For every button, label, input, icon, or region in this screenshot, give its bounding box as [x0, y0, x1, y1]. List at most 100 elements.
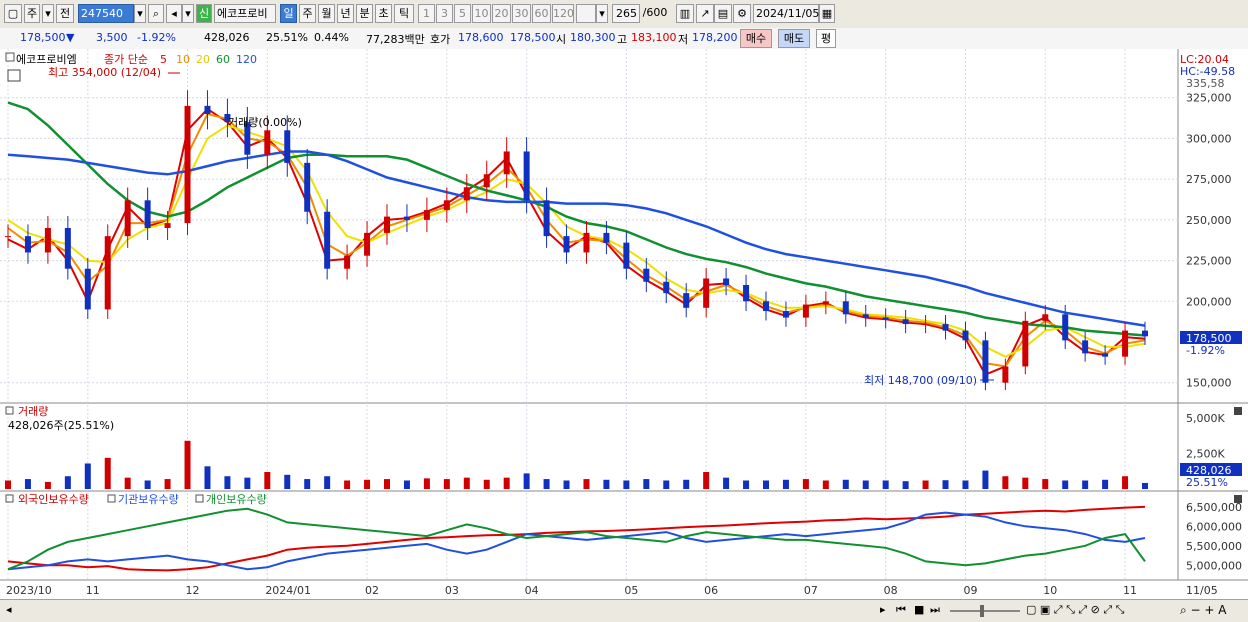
zoom-slider[interactable] [950, 610, 1020, 612]
pct-tag: -1.92% [1186, 344, 1225, 357]
quote-change: 3,500 [96, 31, 128, 44]
x-axis-label: 06 [704, 584, 718, 597]
volume-title: 거래량 [18, 405, 48, 418]
speaker-dropdown-icon[interactable]: ▾ [182, 4, 194, 23]
volume-bar [743, 480, 750, 489]
prev-button[interactable]: 전 [56, 4, 74, 23]
scroll-right-icon[interactable]: ▸ [880, 603, 886, 616]
ma-line-5 [7, 107, 1146, 376]
interval-3[interactable]: 3 [436, 4, 453, 23]
volume-bar [403, 480, 410, 489]
interval-10[interactable]: 10 [472, 4, 491, 23]
volume-bar [304, 479, 311, 489]
volume-bar [164, 479, 171, 489]
table-icon[interactable] [7, 69, 21, 82]
volume-bar [1062, 480, 1069, 489]
interval-30[interactable]: 30 [512, 4, 531, 23]
settings-gear-icon[interactable]: ⚙ [733, 4, 751, 23]
volume-bar [1082, 480, 1089, 489]
period-day[interactable]: 일 [280, 4, 297, 23]
candle-type-icon[interactable]: ▥ [676, 4, 694, 23]
buy-button[interactable]: 매수 [740, 29, 772, 48]
volume-bar [922, 480, 929, 489]
scroll-left-icon[interactable]: ◂ [6, 603, 12, 616]
eval-button[interactable]: 평 [816, 29, 836, 48]
quote-bid: 178,500 [510, 31, 556, 44]
pane-handle-icon[interactable] [5, 52, 15, 62]
period-second[interactable]: 초 [375, 4, 392, 23]
legend-institution: 기관보유수량 [118, 493, 179, 506]
calendar-icon[interactable]: ▦ [819, 4, 835, 23]
holder-pane-handle-icon[interactable] [5, 494, 14, 503]
volume-bar [483, 479, 490, 489]
period-tick[interactable]: 틱 [394, 4, 414, 23]
volume-bar [44, 481, 51, 489]
volume-bar [104, 457, 111, 489]
interval-5[interactable]: 5 [454, 4, 471, 23]
zoom-slider-handle[interactable] [980, 605, 984, 617]
code-dropdown-icon[interactable]: ▾ [134, 4, 146, 23]
candle-body [204, 105, 211, 114]
candle-body [802, 304, 809, 318]
zoom-icons[interactable]: ⌕ − + A [1180, 603, 1227, 617]
candle-body [463, 187, 470, 201]
chart-name-label: 에코프로비엠 [16, 53, 77, 66]
candle-body [384, 216, 390, 233]
candle-body [962, 330, 969, 341]
market-select[interactable]: 주 [24, 4, 40, 23]
holder-y-tick: 5,500,000 [1186, 540, 1242, 553]
interval-20[interactable]: 20 [492, 4, 511, 23]
forward-icon[interactable]: ⏭ [930, 603, 940, 616]
candle-body [703, 278, 710, 308]
interval-120[interactable]: 120 [552, 4, 574, 23]
volume-bar [962, 480, 969, 489]
candle-body [124, 200, 131, 237]
save-icon[interactable]: ▤ [714, 4, 732, 23]
volume-bar [683, 479, 690, 489]
market-dropdown-icon[interactable]: ▾ [42, 4, 54, 23]
period-month[interactable]: 월 [318, 4, 335, 23]
legend-inst-handle-icon [107, 494, 116, 503]
date-input[interactable]: 2024/11/05 [753, 4, 819, 23]
search-icon[interactable]: ⌕ [148, 4, 164, 23]
x-ticks: 2023/10 11 12 2024/01 02 03 04 05 06 07 08 09 10 11 11… [6, 584, 1218, 597]
period-year[interactable]: 년 [337, 4, 354, 23]
stop-icon[interactable]: ■ [914, 603, 925, 616]
candle-body [1082, 340, 1089, 354]
volume-bar [1102, 479, 1109, 489]
quote-high-label: 고 [617, 33, 628, 46]
rewind-icon[interactable]: ⏮ [896, 603, 906, 616]
candle-body [763, 301, 769, 312]
volume-bar [583, 479, 590, 489]
candle-body [942, 324, 949, 331]
volume-bar [862, 480, 869, 489]
interval-1[interactable]: 1 [418, 4, 435, 23]
holder-y-tick: 5,000,000 [1186, 559, 1242, 572]
vol-pane-handle-icon[interactable] [5, 406, 14, 415]
interval-dropdown-icon[interactable]: ▾ [596, 4, 608, 23]
sell-button[interactable]: 매도 [778, 29, 810, 48]
window-menu-icon[interactable]: ▢ [4, 4, 22, 23]
volume-bar [842, 479, 849, 489]
volume-bar [84, 463, 91, 489]
interval-60[interactable]: 60 [532, 4, 551, 23]
holder-y-tick: 6,500,000 [1186, 501, 1242, 514]
scroll-bar[interactable]: ◂ ▸ ⏮ ■ ⏭ ▢ ▣ ⤢ ⤡ ⤢ ⊘ ⤢ ⤡ ⌕ − + A [0, 599, 1248, 622]
count-input[interactable]: 265 [612, 4, 640, 23]
holder-pane-close-icon[interactable] [1234, 495, 1242, 503]
price-y-tick: 300,000 [1186, 132, 1232, 145]
chart-area[interactable]: 325,000 300,000 275,000 250,000 225,000 200,0… [0, 49, 1248, 599]
period-minute[interactable]: 분 [356, 4, 373, 23]
tool-icons[interactable]: ▢ ▣ ⤢ ⤡ ⤢ ⊘ ⤢ ⤡ [1026, 603, 1125, 616]
period-week[interactable]: 주 [299, 4, 316, 23]
stock-code-input[interactable]: 247540 [78, 4, 134, 23]
price-tag-text: 178,500 [1186, 332, 1232, 345]
speaker-icon[interactable]: ◂ [166, 4, 182, 23]
legend-ma60: 60 [216, 53, 230, 66]
candle-body [523, 151, 530, 201]
vol-pane-close-icon[interactable] [1234, 407, 1242, 415]
candle-body [244, 122, 251, 155]
interval-custom-input[interactable] [576, 4, 596, 23]
candle-body [304, 162, 311, 212]
draw-tool-icon[interactable]: ↗ [696, 4, 714, 23]
